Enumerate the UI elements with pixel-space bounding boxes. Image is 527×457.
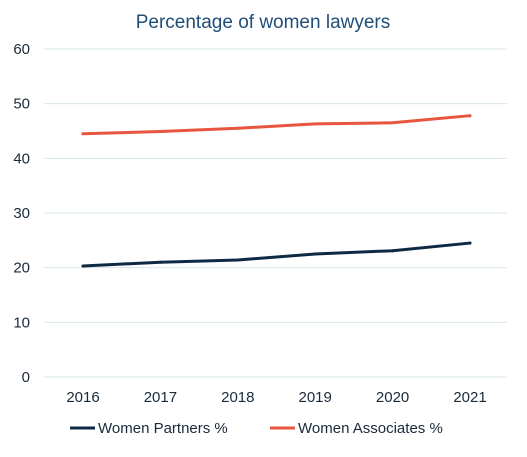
y-tick-label: 0 xyxy=(22,369,30,386)
legend-label: Women Partners % xyxy=(98,420,228,437)
series-1 xyxy=(81,114,472,136)
data-point xyxy=(391,249,395,253)
legend-item: Women Partners % xyxy=(70,420,228,437)
y-tick-label: 20 xyxy=(13,260,30,277)
series-0 xyxy=(81,241,472,268)
series-line xyxy=(81,241,472,268)
x-tick-label: 2017 xyxy=(144,389,177,406)
x-tick-label: 2018 xyxy=(221,389,254,406)
x-tick-label: 2020 xyxy=(376,389,409,406)
legend-label: Women Associates % xyxy=(298,420,443,437)
chart-title: Percentage of women lawyers xyxy=(136,12,391,33)
legend-item: Women Associates % xyxy=(270,420,443,437)
data-point xyxy=(158,260,162,264)
data-point xyxy=(391,121,395,125)
data-point xyxy=(313,122,317,126)
y-tick-label: 40 xyxy=(13,150,30,167)
x-tick-label: 2016 xyxy=(66,389,99,406)
data-point xyxy=(158,130,162,134)
data-point xyxy=(236,126,240,130)
data-point xyxy=(468,114,472,118)
y-tick-label: 60 xyxy=(13,41,30,58)
data-point xyxy=(236,258,240,262)
data-point xyxy=(81,132,85,136)
x-tick-label: 2021 xyxy=(453,389,486,406)
y-tick-label: 10 xyxy=(13,314,30,331)
y-tick-label: 30 xyxy=(13,205,30,222)
data-point xyxy=(81,264,85,268)
x-tick-label: 2019 xyxy=(299,389,332,406)
data-point xyxy=(468,241,472,245)
data-point xyxy=(313,252,317,256)
series-line xyxy=(81,114,472,136)
y-tick-label: 50 xyxy=(13,96,30,113)
